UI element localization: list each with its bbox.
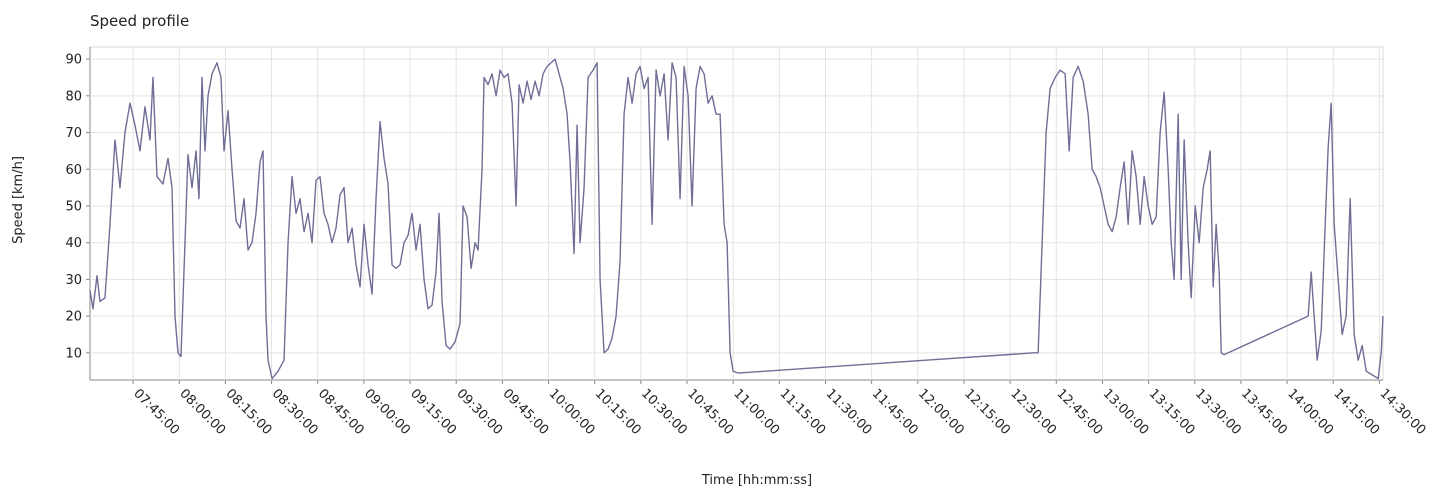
y-tick-label: 70 [65,126,82,141]
x-tick-label: 10:30:00 [638,386,690,438]
x-tick-label: 10:15:00 [592,386,644,438]
x-tick-label: 08:45:00 [315,386,367,438]
x-tick-label: 13:45:00 [1238,386,1290,438]
x-tick-label: 08:00:00 [176,386,228,438]
x-tick-label: 12:30:00 [1007,386,1059,438]
y-axis-label: Speed [km/h] [11,156,26,244]
x-tick-label: 10:45:00 [684,386,736,438]
x-tick-label: 07:45:00 [130,386,182,438]
y-tick-label: 60 [65,163,82,178]
x-tick-label: 13:15:00 [1146,386,1198,438]
y-tick-label: 40 [65,236,82,251]
x-axis-label: Time [hh:mm:ss] [701,473,812,488]
x-tick-label: 14:30:00 [1377,386,1429,438]
y-tick-label: 90 [65,53,82,68]
x-tick-label: 09:00:00 [361,386,413,438]
x-tick-label: 09:15:00 [407,386,459,438]
y-tick-label: 80 [65,89,82,104]
y-tick-label: 10 [65,346,82,361]
x-tick-label: 09:45:00 [500,386,552,438]
x-tick-label: 12:15:00 [961,386,1013,438]
x-tick-label: 14:15:00 [1330,386,1382,438]
speed-line [89,58,1384,380]
x-tick-label: 11:00:00 [730,386,782,438]
x-tick-label: 11:45:00 [869,386,921,438]
x-tick-label: 13:30:00 [1192,386,1244,438]
chart-title: Speed profile [90,12,189,30]
x-tick-label: 11:30:00 [823,386,875,438]
y-tick-label: 50 [65,199,82,214]
x-tick-label: 12:45:00 [1053,386,1105,438]
x-tick-label: 13:00:00 [1100,386,1152,438]
x-tick-label: 12:00:00 [915,386,967,438]
x-tick-label: 10:00:00 [546,386,598,438]
x-tick-label: 08:15:00 [223,386,275,438]
x-tick-label: 14:00:00 [1284,386,1336,438]
x-tick-label: 08:30:00 [269,386,321,438]
y-tick-label: 30 [65,273,82,288]
plot-frame [89,46,1384,381]
y-tick-label: 20 [65,310,82,325]
x-tick-label: 09:30:00 [453,386,505,438]
x-tick-label: 11:15:00 [776,386,828,438]
